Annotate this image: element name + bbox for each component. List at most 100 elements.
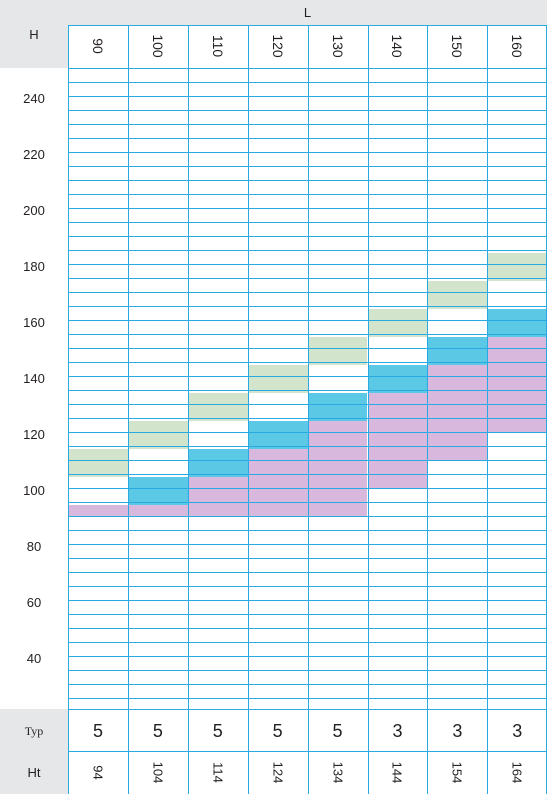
grid-hline (68, 418, 547, 419)
band-cell-purple-L90 (68, 504, 128, 516)
grid-hline (68, 600, 547, 601)
grid-hline (68, 390, 547, 391)
grid-hline (68, 432, 547, 433)
ht-value-L100: 104 (150, 761, 166, 784)
band-cell-blue-L160 (487, 308, 547, 337)
grid-hline (68, 306, 547, 307)
y-tick-label-240: 240 (23, 91, 45, 106)
grid-hline (68, 236, 547, 237)
ht-value-L110: 114 (210, 762, 226, 783)
typ-value-L160: 3 (512, 721, 523, 741)
grid-vline (248, 25, 249, 794)
grid-hline (68, 530, 547, 531)
column-label-L140: 140 (389, 34, 406, 58)
grid-hline (68, 670, 547, 671)
band-cell-purple-L120 (247, 448, 308, 516)
band-cell-green-L90 (68, 448, 128, 477)
ht-value-L90: 94 (90, 765, 106, 780)
band-cell-green-L130 (307, 336, 368, 365)
y-tick-label-160: 160 (23, 315, 45, 330)
grid-hline (68, 82, 547, 83)
grid-hline (68, 166, 547, 167)
grid-vline (68, 0, 69, 794)
frame-hline (68, 25, 547, 26)
band-cell-green-L110 (187, 392, 248, 421)
ht-value-L130: 134 (330, 761, 346, 784)
ht-value-L120: 124 (270, 761, 286, 784)
column-label-L160: 160 (509, 34, 526, 58)
grid-hline (68, 656, 547, 657)
grid-hline (68, 698, 547, 699)
band-cell-purple-L110 (187, 476, 248, 516)
grid-hline (68, 376, 547, 377)
typ-value-L90: 5 (92, 721, 103, 741)
column-label-L100: 100 (149, 34, 166, 58)
column-label-L150: 150 (449, 34, 466, 58)
column-label-L110: 110 (209, 34, 226, 58)
grid-vline (188, 25, 189, 794)
band-cell-green-L150 (427, 280, 488, 309)
grid-hline (68, 558, 547, 559)
band-cell-purple-L160 (487, 336, 547, 432)
grid-hline (68, 516, 547, 517)
band-cell-purple-L140 (367, 392, 428, 488)
band-cell-green-L100 (127, 420, 188, 449)
grid-hline (68, 446, 547, 447)
grid-hline (68, 362, 547, 363)
frame-hline (68, 68, 547, 69)
band-cell-blue-L150 (427, 336, 488, 365)
typ-value-L120: 5 (272, 721, 283, 741)
band-cell-blue-L140 (367, 364, 428, 393)
ht-value-L140: 144 (389, 761, 405, 784)
typ-label-panel (0, 709, 68, 751)
band-cell-blue-L130 (307, 392, 368, 421)
grid-hline (68, 292, 547, 293)
grid-vline (487, 25, 488, 794)
row-label-panel (0, 68, 68, 709)
grid-hline (68, 138, 547, 139)
grid-hline (68, 572, 547, 573)
ht-value-L160: 164 (509, 761, 525, 784)
top-axis-label: L (303, 5, 312, 20)
grid-hline (68, 642, 547, 643)
y-tick-label-220: 220 (23, 147, 45, 162)
y-tick-label-200: 200 (23, 203, 45, 218)
grid-hline (68, 474, 547, 475)
band-cell-blue-L110 (187, 448, 248, 477)
band-cell-purple-L150 (427, 364, 488, 460)
grid-hline (68, 614, 547, 615)
grid-vline (427, 25, 428, 794)
grid-hline (68, 684, 547, 685)
typ-label: Typ (24, 724, 44, 738)
grid-hline (68, 152, 547, 153)
grid-hline (68, 348, 547, 349)
y-tick-label-140: 140 (23, 371, 45, 386)
grid-hline (68, 124, 547, 125)
band-cell-green-L140 (367, 308, 428, 337)
column-label-L130: 130 (329, 34, 346, 58)
grid-hline (68, 194, 547, 195)
typ-value-L150: 3 (452, 721, 463, 741)
band-cell-blue-L120 (247, 420, 308, 449)
header-panel-left (0, 0, 68, 68)
y-tick-label-120: 120 (23, 427, 45, 442)
grid-vline (308, 25, 309, 794)
header-panel-top (68, 0, 547, 25)
typ-value-L110: 5 (212, 721, 223, 741)
ht-label-panel (0, 751, 68, 794)
grid-hline (68, 96, 547, 97)
ht-label: Ht (27, 765, 41, 780)
typ-value-L130: 5 (332, 721, 343, 741)
grid-hline (68, 180, 547, 181)
band-cell-green-L160 (487, 252, 547, 281)
grid-hline (68, 334, 547, 335)
column-label-L90: 90 (89, 38, 106, 54)
grid-hline (68, 320, 547, 321)
corner-label: H (29, 27, 39, 42)
grid-hline (68, 586, 547, 587)
grid-hline (68, 222, 547, 223)
band-cell-purple-L130 (307, 420, 368, 516)
grid-hline (68, 502, 547, 503)
grid-hline (68, 488, 547, 489)
band-cell-blue-L100 (127, 476, 188, 505)
